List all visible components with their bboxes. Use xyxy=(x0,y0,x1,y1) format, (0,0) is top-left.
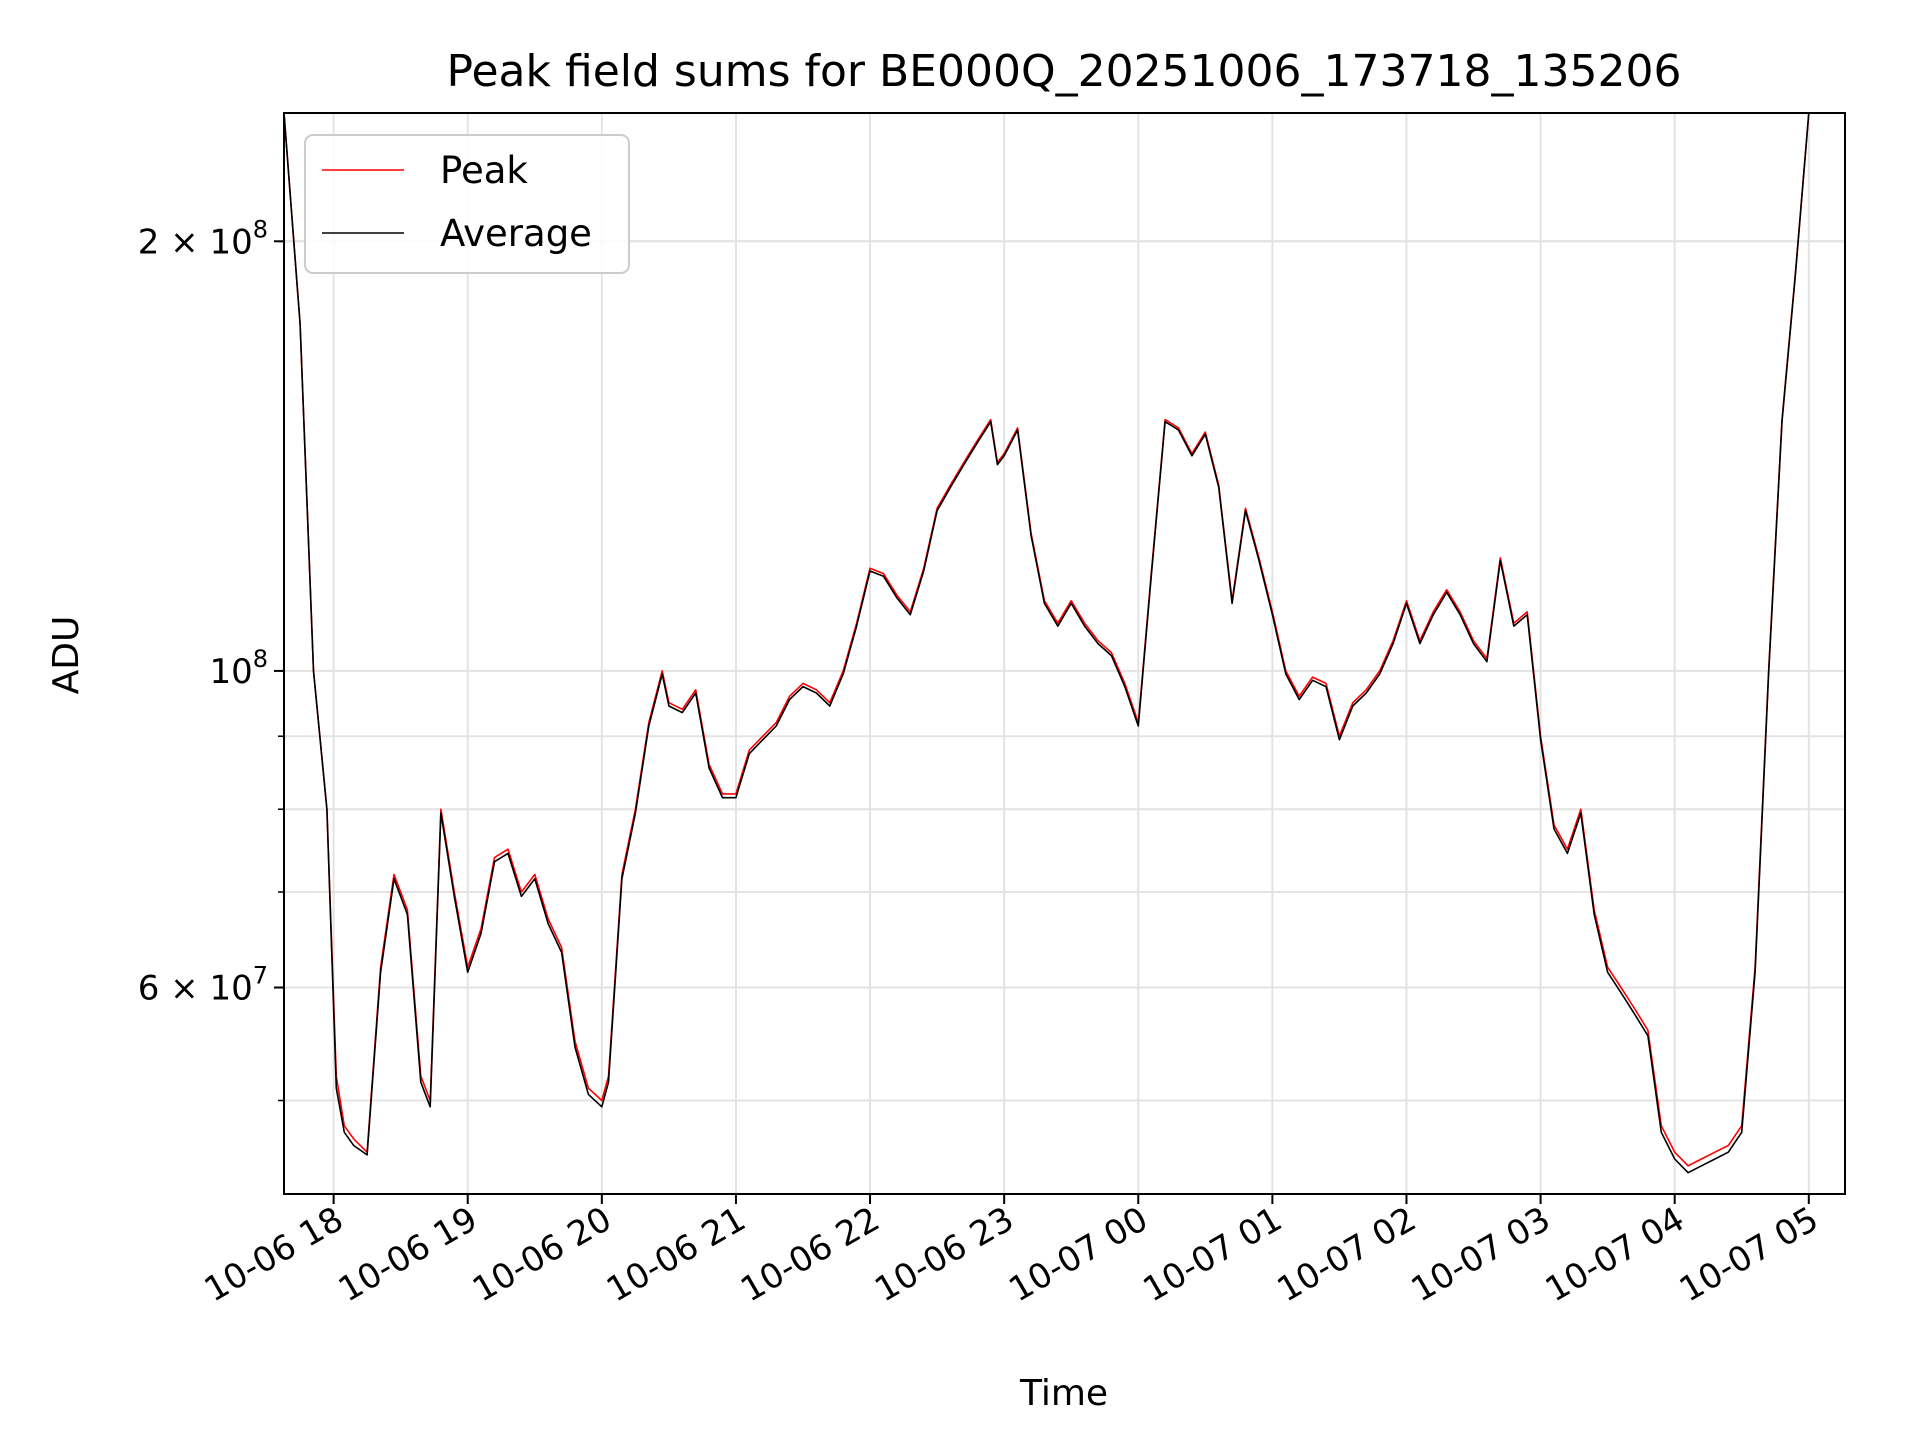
chart-title: Peak field sums for BE000Q_20251006_1737… xyxy=(447,46,1682,97)
y-tick-label: 108 xyxy=(209,645,268,692)
x-axis-label: Time xyxy=(1019,1373,1108,1414)
legend: Peak Average xyxy=(304,134,630,274)
grid xyxy=(284,113,1845,1194)
series-group xyxy=(284,113,1810,1174)
legend-label-peak: Peak xyxy=(440,149,528,192)
legend-label-average: Average xyxy=(440,212,592,255)
y-axis: 108 2 × 108 6 × 107 xyxy=(138,215,284,1102)
series-line-average xyxy=(284,113,1810,1174)
y-axis-label: ADU xyxy=(46,616,87,695)
y-tick-label: 2 × 108 xyxy=(138,215,268,262)
plot-area-frame xyxy=(283,112,1846,1195)
y-tick-label: 6 × 107 xyxy=(138,962,268,1009)
